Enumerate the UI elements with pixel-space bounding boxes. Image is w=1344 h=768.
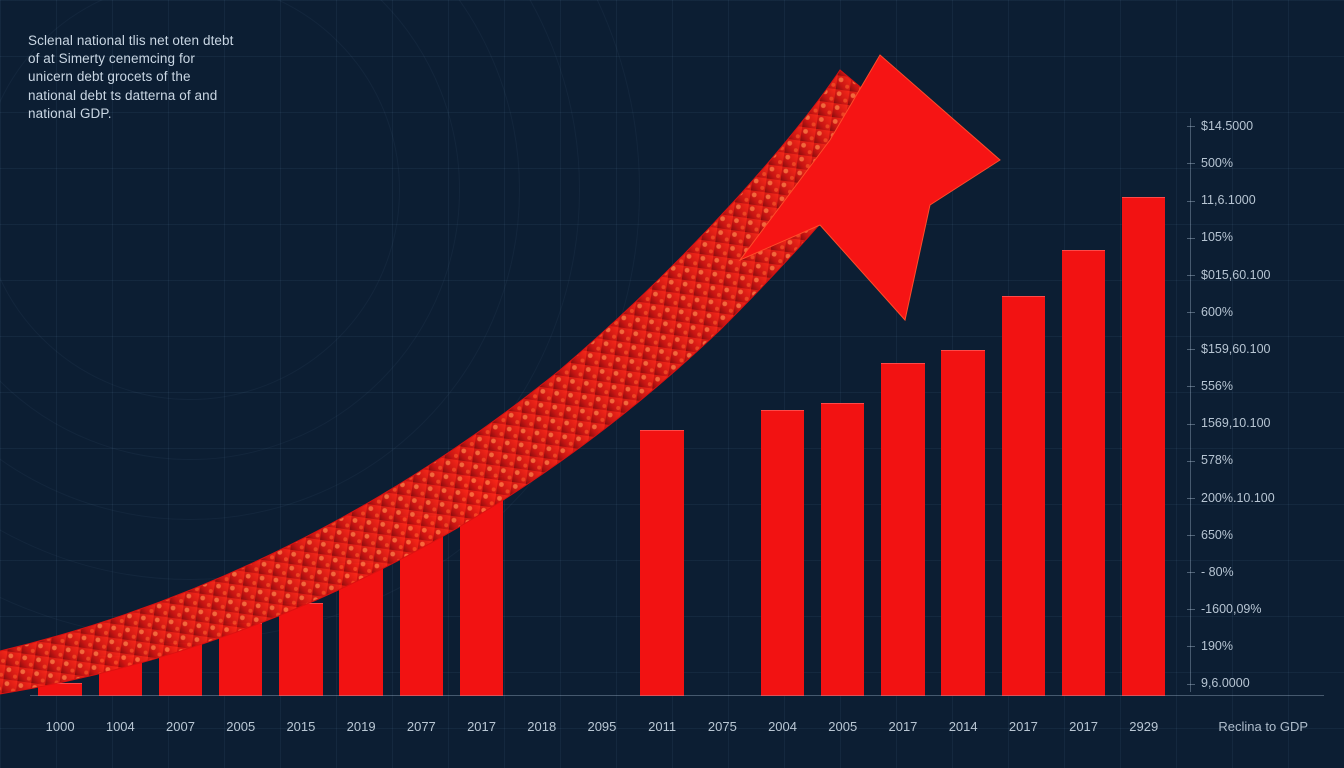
x-axis-label: Reclina to GDP [1218, 719, 1308, 734]
bar-slot [271, 30, 331, 696]
x-tick: 2017 [451, 719, 511, 734]
y-tick: -1600,09% [1201, 603, 1330, 616]
x-tick: 2017 [873, 719, 933, 734]
bar-slot [933, 30, 993, 696]
x-tick: 2005 [813, 719, 873, 734]
y-axis-right: $14.5000 500% 11,6.1000 105% $015,60.100 600%… [1190, 118, 1330, 692]
y-tick: 556% [1201, 380, 1330, 393]
x-tick: 2019 [331, 719, 391, 734]
y-tick: 600% [1201, 306, 1330, 319]
y-tick: 578% [1201, 454, 1330, 467]
bar [941, 350, 984, 696]
y-tick: $14.5000 [1201, 120, 1330, 133]
bar-slot [873, 30, 933, 696]
x-tick: 2077 [391, 719, 451, 734]
bar-slot [752, 30, 812, 696]
y-tick: 105% [1201, 231, 1330, 244]
y-tick: $015,60.100 [1201, 269, 1330, 282]
bar-slot [692, 30, 752, 696]
bar [159, 643, 202, 696]
bar-slot [331, 30, 391, 696]
bar-slot [572, 30, 632, 696]
x-tick: 1000 [30, 719, 90, 734]
y-tick: $159,60.100 [1201, 343, 1330, 356]
bar-slot [90, 30, 150, 696]
x-tick: 2095 [572, 719, 632, 734]
y-tick: 650% [1201, 529, 1330, 542]
y-tick: 200%.10.100 [1201, 492, 1330, 505]
x-tick: 2075 [692, 719, 752, 734]
bar [821, 403, 864, 696]
bar-series [30, 30, 1174, 696]
x-tick: 2011 [632, 719, 692, 734]
y-tick: 1569,10.100 [1201, 417, 1330, 430]
bar [881, 363, 924, 696]
bar [1002, 296, 1045, 696]
bar [400, 516, 443, 696]
bar [761, 410, 804, 696]
bar [99, 656, 142, 696]
y-tick: 500% [1201, 157, 1330, 170]
bar [1062, 250, 1105, 696]
x-baseline [30, 695, 1324, 696]
y-tick: 9,6.0000 [1201, 677, 1330, 690]
bar-slot [993, 30, 1053, 696]
bar-slot [1053, 30, 1113, 696]
bar-slot [150, 30, 210, 696]
x-tick: 2004 [752, 719, 812, 734]
bar [219, 623, 262, 696]
bar-slot [512, 30, 572, 696]
x-tick: 2014 [933, 719, 993, 734]
bar-slot [1114, 30, 1174, 696]
chart-canvas: Sclenal national tlis net oten dtebt of … [0, 0, 1344, 768]
bar [1122, 197, 1165, 697]
y-tick: 11,6.1000 [1201, 194, 1330, 207]
x-tick: 2017 [993, 719, 1053, 734]
bar-slot [391, 30, 451, 696]
x-tick: 2018 [512, 719, 572, 734]
x-axis: 1000100420072005201520192077201720182095… [30, 719, 1174, 734]
x-tick: 2007 [150, 719, 210, 734]
x-tick: 1004 [90, 719, 150, 734]
x-tick: 2015 [271, 719, 331, 734]
bar [460, 476, 503, 696]
bar [38, 683, 81, 696]
bar-slot [451, 30, 511, 696]
x-tick: 2929 [1114, 719, 1174, 734]
y-tick: 190% [1201, 640, 1330, 653]
bar [339, 563, 382, 696]
bar [279, 603, 322, 696]
bar-slot [30, 30, 90, 696]
y-tick: - 80% [1201, 566, 1330, 579]
plot-area [30, 30, 1174, 696]
bar-slot [813, 30, 873, 696]
x-tick: 2005 [211, 719, 271, 734]
x-tick: 2017 [1053, 719, 1113, 734]
bar-slot [211, 30, 271, 696]
bar [640, 430, 683, 696]
bar-slot [632, 30, 692, 696]
